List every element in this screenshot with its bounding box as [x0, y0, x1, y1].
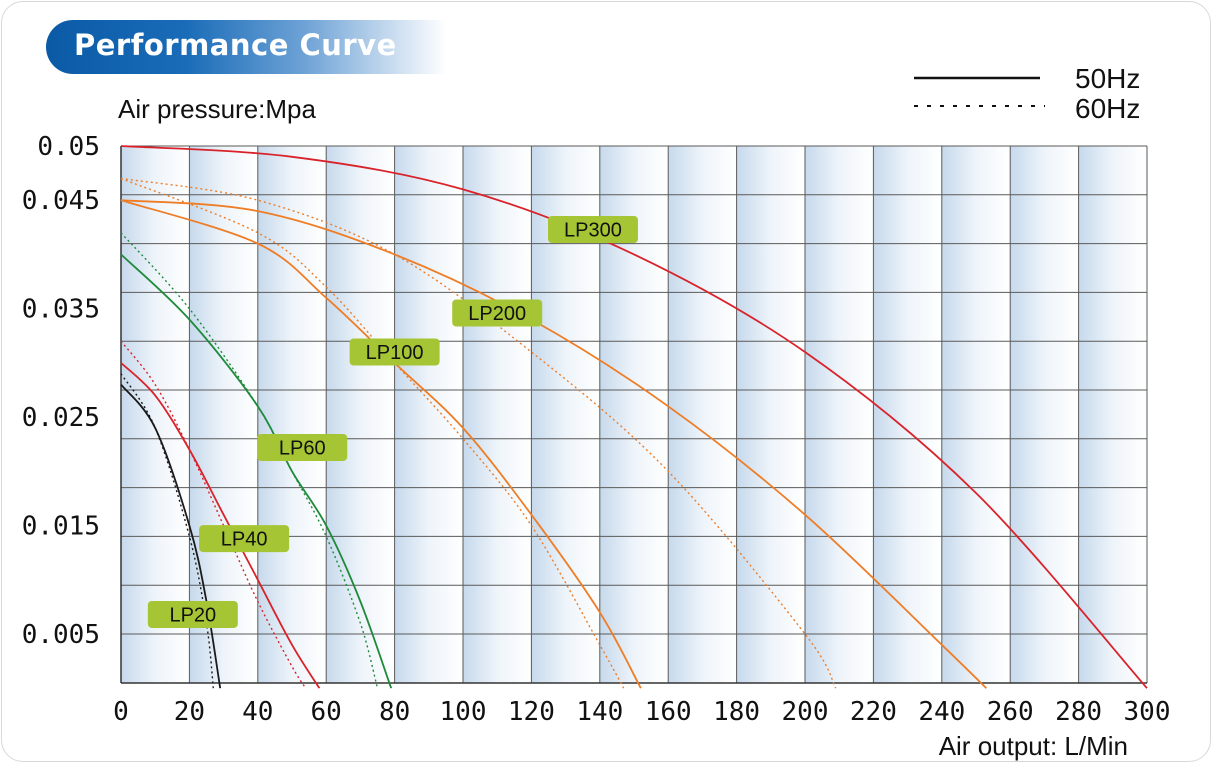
curve-lp100-60hz — [120, 177, 625, 689]
series-label-lp60: LP60 — [257, 433, 348, 461]
series-label-group: LP300 LP200 LP100 LP60 LP40 LP20 — [147, 216, 638, 628]
series-label-lp20: LP20 — [147, 600, 238, 628]
grid-band — [736, 146, 805, 683]
x-tick-label: 160 — [645, 697, 692, 727]
y-tick-labels: 0.05 0.045 0.035 0.025 0.015 0.005 — [22, 132, 100, 650]
series-label-badge — [147, 600, 238, 628]
series-label-lp300: LP300 — [547, 216, 638, 244]
y-tick-label: 0.05 — [37, 132, 100, 162]
x-tick-label: 280 — [1055, 697, 1102, 727]
grid-band — [394, 146, 463, 683]
x-tick-label: 20 — [174, 697, 205, 727]
grid-lines — [120, 145, 1148, 684]
series-label-lp200: LP200 — [452, 299, 543, 327]
curve-lp100-50hz — [120, 199, 642, 689]
plot-background — [121, 146, 1147, 683]
curve-lp60-60hz — [120, 232, 379, 689]
legend-label-60hz: 60Hz — [1075, 93, 1140, 124]
curve-lp40-60hz — [120, 340, 307, 689]
series-label-text: LP200 — [468, 303, 526, 325]
x-axis-title: Air output: L/Min — [939, 731, 1128, 761]
y-tick-label: 0.025 — [22, 403, 100, 433]
curve-lp20-50hz — [120, 384, 222, 689]
y-tick-label: 0.045 — [22, 186, 100, 216]
x-tick-label: 200 — [782, 697, 829, 727]
series-label-text: LP40 — [221, 529, 268, 551]
curve-group — [120, 145, 1148, 689]
grid-band — [805, 146, 874, 683]
x-tick-label: 80 — [379, 697, 410, 727]
grid-band — [189, 146, 258, 683]
series-label-badge — [452, 299, 543, 327]
grid-band — [941, 146, 1011, 683]
curve-lp300-50hz — [120, 145, 1148, 689]
x-tick-label: 240 — [918, 697, 965, 727]
y-tick-label: 0.035 — [22, 295, 100, 325]
x-tick-label: 260 — [987, 697, 1034, 727]
x-tick-label: 100 — [440, 697, 487, 727]
series-label-lp100: LP100 — [349, 338, 440, 366]
series-label-text: LP300 — [564, 220, 622, 242]
series-label-badge — [199, 525, 290, 553]
legend-label-50hz: 50Hz — [1075, 63, 1140, 94]
series-label-badge — [349, 338, 440, 366]
grid-band — [326, 146, 395, 683]
x-tick-label: 220 — [850, 697, 897, 727]
legend: 50Hz 60Hz — [914, 63, 1140, 124]
x-tick-label: 60 — [311, 697, 342, 727]
title-banner — [46, 20, 446, 74]
y-axis-title: Air pressure:Mpa — [118, 94, 316, 124]
x-tick-label: 140 — [576, 697, 623, 727]
curve-lp60-50hz — [120, 253, 393, 689]
y-tick-label: 0.015 — [22, 512, 100, 542]
grid-band — [873, 146, 942, 683]
series-label-text: LP100 — [366, 342, 424, 364]
series-label-badge — [547, 216, 638, 244]
curve-lp40-50hz — [120, 362, 321, 689]
series-label-text: LP20 — [169, 604, 216, 626]
grid-band — [1078, 146, 1147, 683]
grid-band — [1010, 146, 1079, 683]
grid-band — [257, 146, 327, 683]
curve-lp20-60hz — [120, 373, 214, 689]
x-tick-label: 120 — [508, 697, 555, 727]
curve-lp200-50hz — [120, 199, 987, 689]
x-tick-label: 180 — [713, 697, 760, 727]
x-tick-label: 0 — [113, 697, 129, 727]
series-label-text: LP60 — [279, 437, 326, 459]
grid-band — [121, 146, 190, 683]
series-label-badge — [257, 433, 348, 461]
series-label-lp40: LP40 — [199, 525, 290, 553]
x-tick-label: 300 — [1124, 697, 1171, 727]
y-tick-label: 0.005 — [22, 620, 100, 650]
x-tick-labels: 0 20 40 60 80 100 120 140 160 180 200 220 240 260 280 3… — [113, 697, 1170, 727]
chart-title: Performance Curve — [74, 28, 397, 62]
grid-band — [463, 146, 532, 683]
x-tick-label: 40 — [242, 697, 273, 727]
